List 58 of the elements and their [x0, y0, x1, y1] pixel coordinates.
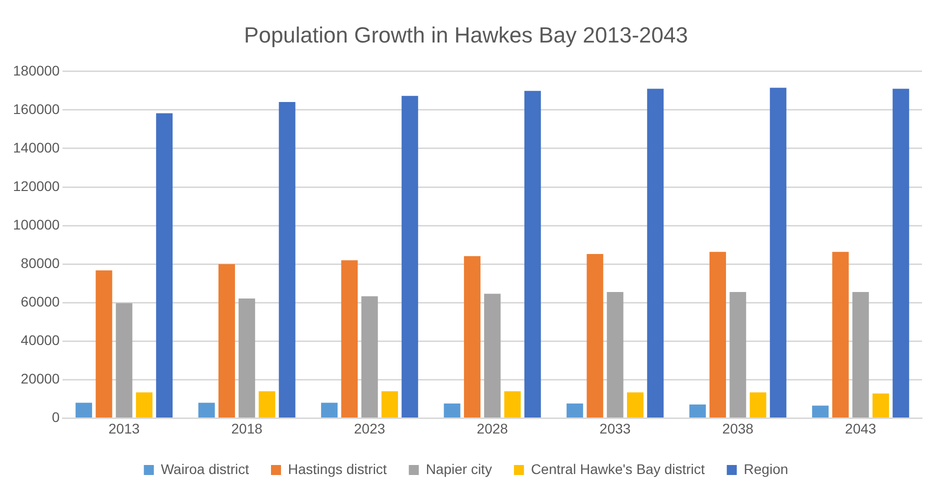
bar — [341, 260, 358, 418]
bar — [566, 404, 584, 418]
bar — [709, 252, 726, 418]
bar — [258, 391, 276, 418]
bar — [832, 252, 849, 418]
legend-label: Central Hawke's Bay district — [530, 460, 705, 477]
bar — [444, 404, 460, 418]
bar — [402, 96, 418, 418]
bar — [606, 292, 624, 418]
y-tick-label: 20000 — [20, 370, 60, 387]
bar — [484, 294, 501, 418]
bar — [96, 270, 112, 418]
bar — [524, 90, 541, 418]
y-tick-label: 160000 — [13, 100, 60, 117]
bar — [76, 402, 92, 418]
y-tick-label: 100000 — [13, 216, 60, 232]
x-tick-label: 2023 — [354, 420, 386, 436]
bar — [136, 392, 152, 418]
y-tick-label: 80000 — [20, 254, 60, 271]
x-tick-label: 2013 — [108, 420, 140, 436]
x-tick-label: 2018 — [231, 420, 263, 436]
bar — [770, 88, 786, 418]
x-tick-label: 2028 — [476, 420, 508, 436]
bar — [872, 394, 890, 418]
bar — [892, 88, 910, 418]
bar — [218, 264, 235, 418]
y-tick-label: 60000 — [20, 293, 60, 310]
bar — [278, 102, 296, 418]
bar — [852, 292, 869, 418]
x-tick-label: 2043 — [845, 420, 876, 436]
bar — [238, 298, 256, 418]
bar — [504, 391, 521, 418]
bar — [689, 404, 706, 418]
bar — [198, 402, 215, 418]
bar — [361, 296, 378, 418]
legend-label: Region — [744, 460, 788, 477]
bar — [381, 391, 398, 418]
x-tick-label: 2038 — [722, 420, 754, 436]
bar — [156, 113, 173, 418]
bar — [730, 292, 746, 418]
bar — [116, 303, 132, 418]
bar — [812, 406, 829, 418]
bar — [321, 402, 338, 418]
bar — [626, 392, 644, 418]
bar — [464, 256, 480, 418]
legend-label: Hastings district — [288, 460, 387, 477]
y-tick-label: 40000 — [20, 332, 60, 348]
bar — [647, 88, 664, 418]
x-tick-label: 2033 — [600, 420, 631, 436]
y-tick-label: 140000 — [13, 139, 60, 156]
y-tick-label: 180000 — [13, 62, 60, 78]
bar — [586, 254, 604, 418]
legend-label: Wairoa district — [160, 460, 250, 477]
y-tick-label: 120000 — [13, 178, 60, 194]
legend-label: Napier city — [426, 460, 492, 477]
y-tick-label: 0 — [52, 409, 60, 426]
bar — [750, 392, 766, 418]
chart-title: Population Growth in Hawkes Bay 2013-2043 — [244, 22, 688, 48]
